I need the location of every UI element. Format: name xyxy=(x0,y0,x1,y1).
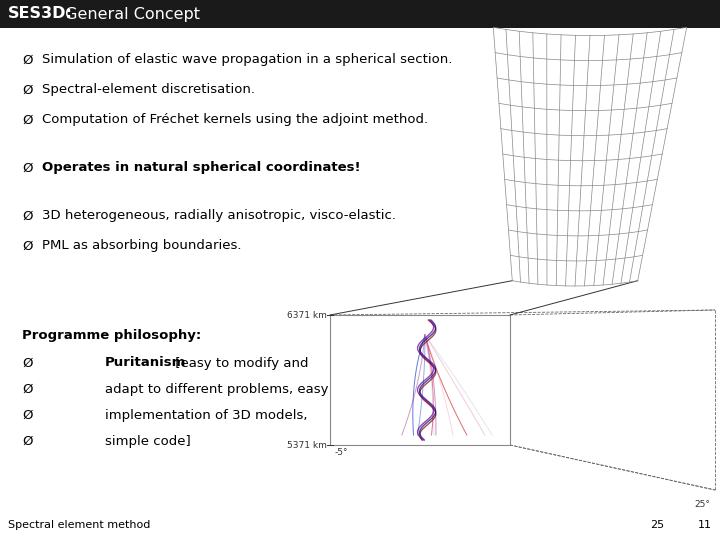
Text: Ø: Ø xyxy=(22,161,32,174)
Bar xyxy=(330,315,510,445)
Text: Ø: Ø xyxy=(22,84,32,97)
Text: Puritanism: Puritanism xyxy=(105,356,186,369)
Text: Ø: Ø xyxy=(22,435,32,448)
Text: adapt to different problems, easy: adapt to different problems, easy xyxy=(105,382,328,395)
Text: Ø: Ø xyxy=(22,356,32,369)
Text: PML as absorbing boundaries.: PML as absorbing boundaries. xyxy=(42,240,241,253)
Text: Ø: Ø xyxy=(22,382,32,395)
Text: implementation of 3D models,: implementation of 3D models, xyxy=(105,408,307,422)
Text: 5371 km: 5371 km xyxy=(287,441,327,449)
Text: 25°: 25° xyxy=(694,500,710,509)
Text: 25: 25 xyxy=(650,520,664,530)
Bar xyxy=(0,0,720,28)
Text: General Concept: General Concept xyxy=(60,6,200,22)
Text: 11: 11 xyxy=(698,520,712,530)
Text: Computation of Fréchet kernels using the adjoint method.: Computation of Fréchet kernels using the… xyxy=(42,113,428,126)
Text: simple code]: simple code] xyxy=(105,435,191,448)
Text: Spectral element method: Spectral element method xyxy=(8,520,150,530)
Text: -5°: -5° xyxy=(335,448,348,457)
Text: Programme philosophy:: Programme philosophy: xyxy=(22,328,202,341)
Text: Ø: Ø xyxy=(22,240,32,253)
Text: SES3D:: SES3D: xyxy=(8,6,73,22)
Text: Ø: Ø xyxy=(22,53,32,66)
Text: Ø: Ø xyxy=(22,408,32,422)
Text: Ø: Ø xyxy=(22,210,32,222)
Text: 6371 km: 6371 km xyxy=(287,310,327,320)
Text: [easy to modify and: [easy to modify and xyxy=(171,356,308,369)
Text: 3D heterogeneous, radially anisotropic, visco-elastic.: 3D heterogeneous, radially anisotropic, … xyxy=(42,210,396,222)
Text: Simulation of elastic wave propagation in a spherical section.: Simulation of elastic wave propagation i… xyxy=(42,53,452,66)
Text: Ø: Ø xyxy=(22,113,32,126)
Text: Operates in natural spherical coordinates!: Operates in natural spherical coordinate… xyxy=(42,161,361,174)
Text: Spectral-element discretisation.: Spectral-element discretisation. xyxy=(42,84,255,97)
